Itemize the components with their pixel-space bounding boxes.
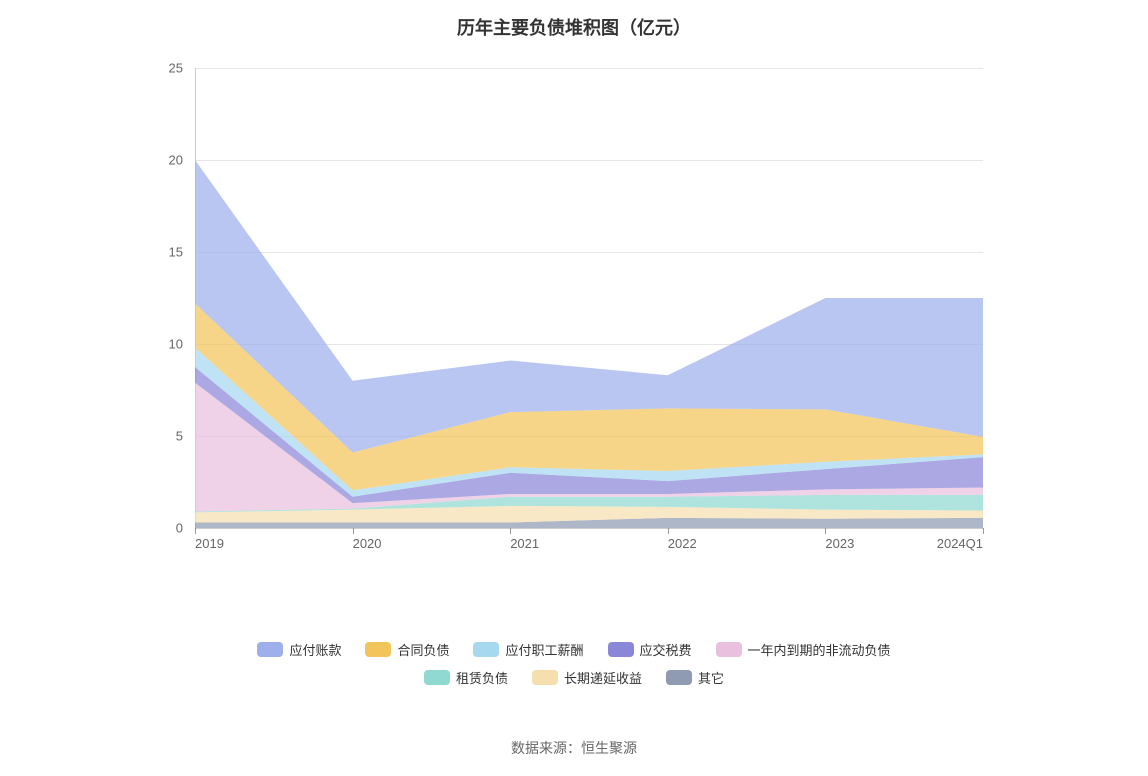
y-axis-tick-label: 5 [143, 429, 183, 444]
legend-label: 一年内到期的非流动负债 [748, 640, 891, 659]
x-axis-tick-label: 2019 [195, 536, 224, 551]
x-axis-tick [668, 528, 669, 534]
legend-item[interactable]: 合同负债 [365, 640, 449, 659]
data-source: 数据来源：恒生聚源 [0, 738, 1148, 758]
legend-swatch [365, 642, 391, 657]
y-axis-tick-label: 15 [143, 245, 183, 260]
y-axis-tick-label: 10 [143, 337, 183, 352]
legend-item[interactable]: 应交税费 [608, 640, 692, 659]
legend-item[interactable]: 应付职工薪酬 [473, 640, 583, 659]
legend-item[interactable]: 应付账款 [257, 640, 341, 659]
legend-item[interactable]: 长期递延收益 [532, 668, 642, 687]
chart-container: 历年主要负债堆积图（亿元） 0 5 10 15 20 25 2019 2020 2021 202… [0, 0, 1148, 776]
y-axis-tick-label: 25 [143, 61, 183, 76]
legend-swatch [424, 670, 450, 685]
legend: 应付账款 合同负债 应付职工薪酬 应交税费 一年内到期的非流动负债租赁负债 长期递延收益 其… [0, 640, 1148, 696]
area-series [195, 160, 983, 453]
x-axis-tick-label: 2021 [510, 536, 539, 551]
x-axis-tick [353, 528, 354, 534]
legend-label: 应付账款 [289, 640, 341, 659]
y-axis-tick-label: 0 [143, 521, 183, 536]
x-axis-tick-label: 2020 [353, 536, 382, 551]
chart-area: 0510152025 201920202021202220232024Q1 [195, 68, 983, 548]
legend-label: 合同负债 [397, 640, 449, 659]
y-axis-tick-label: 20 [143, 153, 183, 168]
stacked-area-svg [195, 68, 983, 528]
legend-row: 租赁负债 长期递延收益 其它 [0, 668, 1148, 688]
x-axis-tick-label: 2023 [825, 536, 854, 551]
x-axis-line [195, 528, 983, 529]
legend-label: 长期递延收益 [564, 668, 642, 687]
chart-title: 历年主要负债堆积图（亿元） [0, 0, 1148, 40]
x-axis-tick [195, 528, 196, 534]
legend-label: 应交税费 [640, 640, 692, 659]
legend-label: 其它 [698, 668, 724, 687]
legend-swatch [716, 642, 742, 657]
legend-swatch [473, 642, 499, 657]
legend-label: 租赁负债 [456, 668, 508, 687]
legend-label: 应付职工薪酬 [505, 640, 583, 659]
legend-item[interactable]: 一年内到期的非流动负债 [716, 640, 891, 659]
x-axis-tick [510, 528, 511, 534]
legend-swatch [257, 642, 283, 657]
legend-swatch [666, 670, 692, 685]
x-axis-tick-label: 2022 [668, 536, 697, 551]
legend-item[interactable]: 租赁负债 [424, 668, 508, 687]
x-axis-tick [825, 528, 826, 534]
x-axis-tick-label: 2024Q1 [923, 536, 983, 551]
legend-row: 应付账款 合同负债 应付职工薪酬 应交税费 一年内到期的非流动负债 [0, 640, 1148, 660]
x-axis-tick [983, 528, 984, 534]
legend-swatch [608, 642, 634, 657]
legend-swatch [532, 670, 558, 685]
legend-item[interactable]: 其它 [666, 668, 724, 687]
